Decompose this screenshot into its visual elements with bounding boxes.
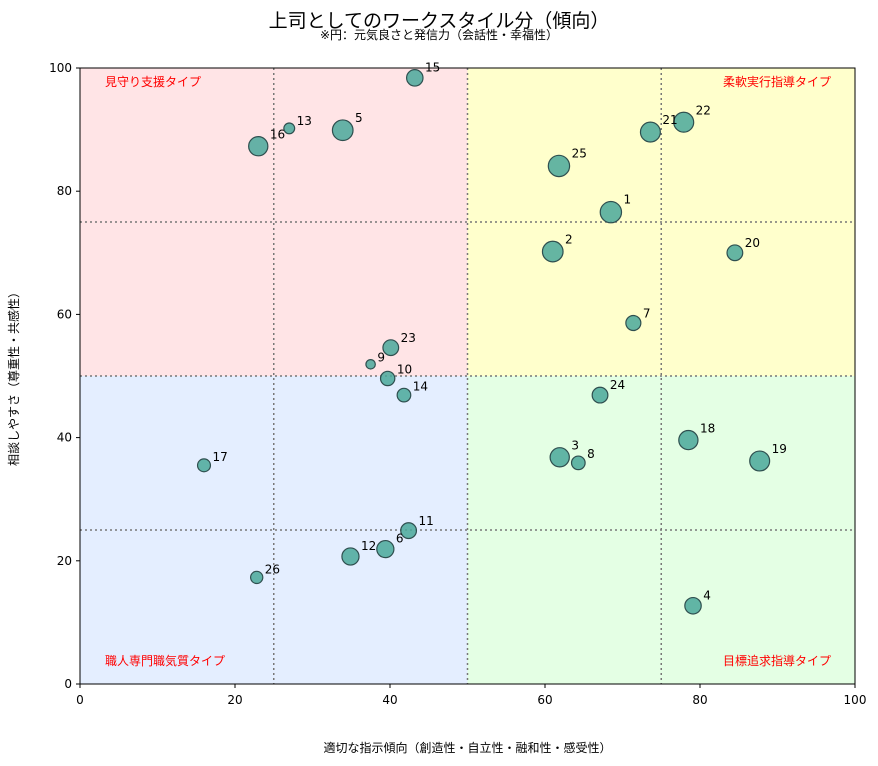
data-point — [365, 358, 376, 370]
data-point-label: 12 — [361, 539, 376, 553]
x-tick-label: 60 — [537, 693, 552, 707]
data-point — [639, 121, 661, 143]
data-point-label: 8 — [587, 447, 595, 461]
data-point — [749, 450, 771, 472]
plot-frame — [79, 67, 856, 685]
data-point — [570, 455, 586, 471]
data-point-label: 26 — [265, 562, 280, 576]
data-point-label: 5 — [355, 111, 363, 125]
data-point-label: 24 — [610, 378, 625, 392]
data-point — [248, 136, 269, 157]
data-point — [396, 387, 412, 403]
data-point-label: 17 — [212, 450, 227, 464]
data-point-label: 21 — [662, 113, 677, 127]
data-point — [196, 458, 212, 473]
x-tick-label: 100 — [844, 693, 867, 707]
data-point — [376, 539, 395, 559]
data-point-label: 14 — [413, 379, 428, 393]
data-point-label: 7 — [643, 307, 651, 321]
data-point — [591, 386, 609, 404]
x-axis-label: 適切な指示傾向（創造性・自立性・融和性・感受性） — [323, 740, 611, 755]
data-point — [250, 570, 264, 585]
data-point-label: 11 — [418, 514, 433, 528]
y-tick-label: 60 — [57, 307, 72, 321]
x-tick-label: 0 — [76, 693, 84, 707]
data-point — [547, 154, 571, 178]
y-tick-label: 100 — [49, 61, 72, 75]
data-point — [400, 522, 418, 540]
x-tick-label: 40 — [382, 693, 397, 707]
data-point — [678, 429, 699, 451]
data-point-label: 10 — [397, 362, 412, 376]
y-axis-label: 相談しやすさ（尊重性・共感性） — [6, 286, 21, 466]
data-point-label: 20 — [745, 236, 760, 250]
quadrant-label-bottom-right: 目標追求指導タイプ — [723, 653, 831, 668]
data-point-label: 2 — [565, 232, 573, 246]
x-tick-label: 80 — [692, 693, 707, 707]
y-tick-label: 0 — [64, 677, 72, 691]
data-point — [541, 240, 564, 263]
data-point — [599, 200, 623, 224]
data-point-label: 19 — [772, 442, 787, 456]
data-point — [331, 119, 354, 142]
data-point — [341, 547, 360, 566]
data-point — [673, 111, 695, 133]
data-point-label: 6 — [396, 532, 404, 546]
data-point — [684, 596, 702, 615]
data-point — [379, 370, 396, 387]
quadrant-label-top-right: 柔軟実行指導タイプ — [723, 74, 831, 89]
y-tick-label: 20 — [57, 554, 72, 568]
y-tick-label: 40 — [57, 431, 72, 445]
data-point — [283, 122, 296, 135]
x-tick-label: 20 — [227, 693, 242, 707]
data-point — [726, 244, 744, 262]
quadrant-label-bottom-left: 職人専門職気質タイプ — [105, 653, 225, 668]
y-tick-label: 80 — [57, 184, 72, 198]
data-point — [549, 447, 570, 468]
chart-title: 上司としてのワークスタイル分（傾向） — [268, 10, 610, 32]
data-point-label: 23 — [401, 331, 416, 345]
data-point — [625, 314, 642, 332]
data-point-label: 18 — [700, 421, 715, 435]
data-point-label: 3 — [571, 439, 579, 453]
data-point — [405, 69, 424, 87]
chart-subtitle: ※円：元気良さと発信力（会話性・幸福性） — [319, 28, 559, 42]
data-point-label: 25 — [572, 146, 587, 160]
data-point-label: 1 — [624, 192, 632, 206]
data-point-label: 4 — [703, 589, 711, 603]
data-point-label: 22 — [696, 103, 711, 117]
data-point-label: 13 — [297, 114, 312, 128]
data-point-label: 16 — [270, 128, 285, 142]
data-point-label: 9 — [377, 351, 385, 365]
quadrant-label-top-left: 見守り支援タイプ — [105, 75, 201, 89]
data-point — [382, 339, 400, 357]
